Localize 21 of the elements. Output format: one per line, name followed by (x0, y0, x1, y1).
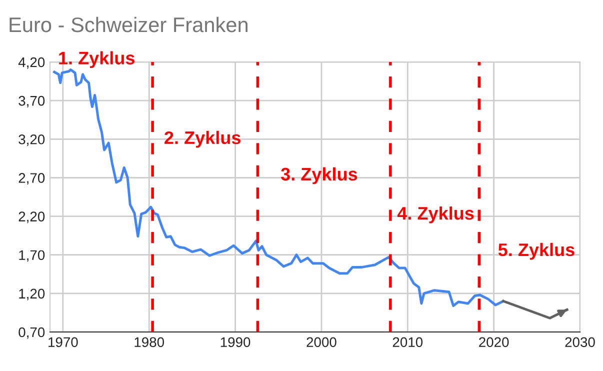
chart-title: Euro - Schweizer Franken (10, 16, 248, 32)
annotation: 5. Zyklus (498, 242, 574, 260)
annotation: 4. Zyklus (397, 206, 474, 224)
annotation: 2. Zyklus (164, 130, 240, 148)
y-tick-label: 2,20 (18, 212, 45, 224)
x-tick-label: 1990 (220, 337, 250, 348)
x-tick-label: 2000 (306, 337, 336, 348)
annotation: 1. Zyklus (59, 51, 134, 68)
y-tick-label: 3,70 (18, 96, 45, 108)
x-tick-label: 2010 (392, 337, 423, 348)
y-tick-label: 3,20 (18, 134, 45, 146)
y-tick-label: 0,70 (18, 327, 45, 339)
y-tick-label: 1,20 (19, 288, 45, 300)
x-tick-label: 2030 (565, 337, 595, 348)
x-tick-label: 1970 (48, 337, 78, 348)
y-tick-label: 1,70 (19, 250, 45, 262)
y-tick-label: 2,70 (18, 173, 45, 185)
annotation: 3. Zyklus (280, 167, 358, 184)
y-tick-label: 4,20 (18, 57, 45, 69)
x-tick-label: 2020 (479, 337, 509, 348)
x-tick-label: 1980 (134, 337, 164, 348)
